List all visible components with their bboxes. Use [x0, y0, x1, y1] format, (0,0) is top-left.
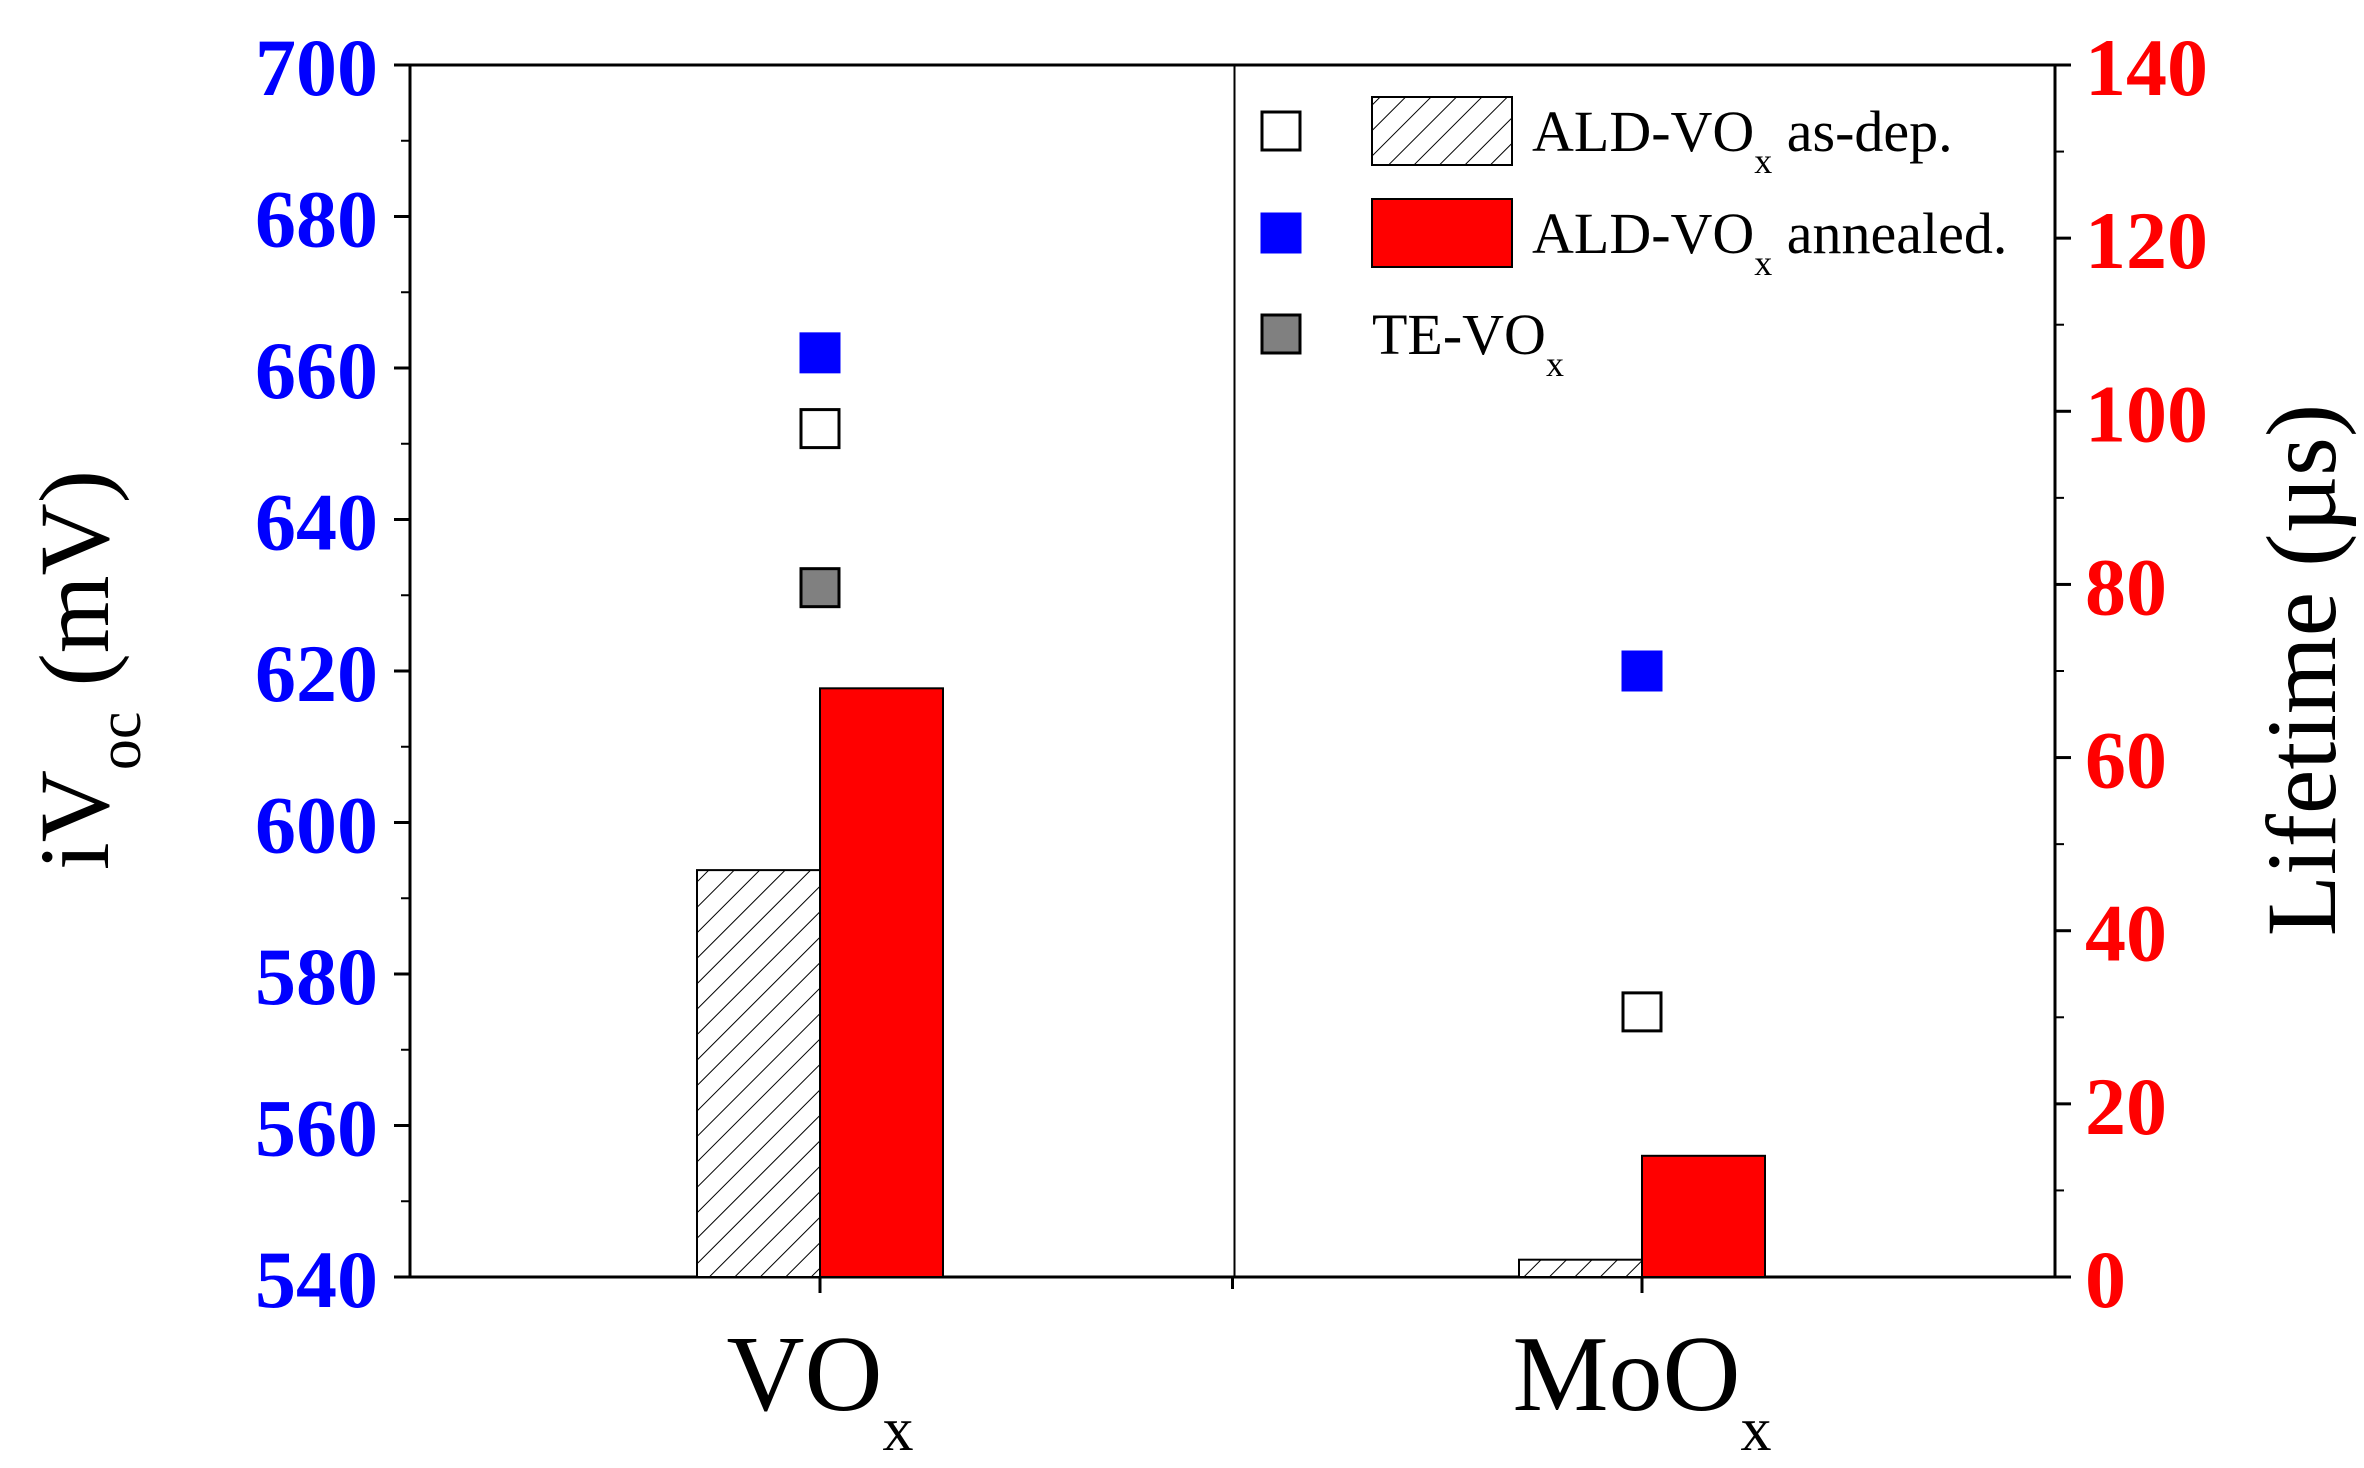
data-point	[799, 567, 841, 609]
left-tick-label: 580	[255, 931, 378, 1022]
bar	[1518, 1258, 1643, 1278]
right-tick-label: 20	[2085, 1061, 2167, 1152]
right-tick-label: 60	[2085, 715, 2167, 806]
left-tick-label: 700	[255, 22, 378, 113]
legend-label: ALD-VOx annealed.	[1532, 201, 2007, 283]
left-tick-label: 620	[255, 628, 378, 719]
legend-bar-swatch	[1371, 96, 1513, 166]
left-tick-label: 640	[255, 477, 378, 568]
right-tick-label: 100	[2085, 368, 2208, 459]
legend-label: ALD-VOx as-dep.	[1532, 99, 1953, 181]
left-tick-label: 540	[255, 1234, 378, 1325]
legend-label: TE-VOx	[1372, 302, 1564, 384]
legend-marker	[1260, 110, 1302, 152]
left-tick-label: 600	[255, 780, 378, 871]
bar	[696, 869, 821, 1278]
left-axis-title: iVoc (mV)	[19, 470, 154, 870]
right-tick-label: 140	[2085, 22, 2208, 113]
legend-marker	[1260, 212, 1302, 254]
legend-marker	[1260, 313, 1302, 355]
x-tick-label: MoOx	[1512, 1315, 1771, 1464]
right-tick-label: 120	[2085, 195, 2208, 286]
x-tick-label: VOx	[727, 1315, 914, 1464]
left-tick-label: 560	[255, 1083, 378, 1174]
left-tick-label: 680	[255, 174, 378, 265]
legend-bar-swatch	[1371, 198, 1513, 268]
right-tick-label: 0	[2085, 1234, 2126, 1325]
right-axis-title: Lifetime (µs)	[2246, 404, 2357, 936]
data-point	[799, 408, 841, 450]
right-tick-label: 40	[2085, 888, 2167, 979]
bar	[1641, 1154, 1766, 1279]
data-point	[1621, 991, 1663, 1033]
data-point	[1621, 650, 1663, 692]
right-tick-label: 80	[2085, 541, 2167, 632]
data-point	[799, 332, 841, 374]
bar	[819, 687, 944, 1278]
left-tick-label: 660	[255, 325, 378, 416]
